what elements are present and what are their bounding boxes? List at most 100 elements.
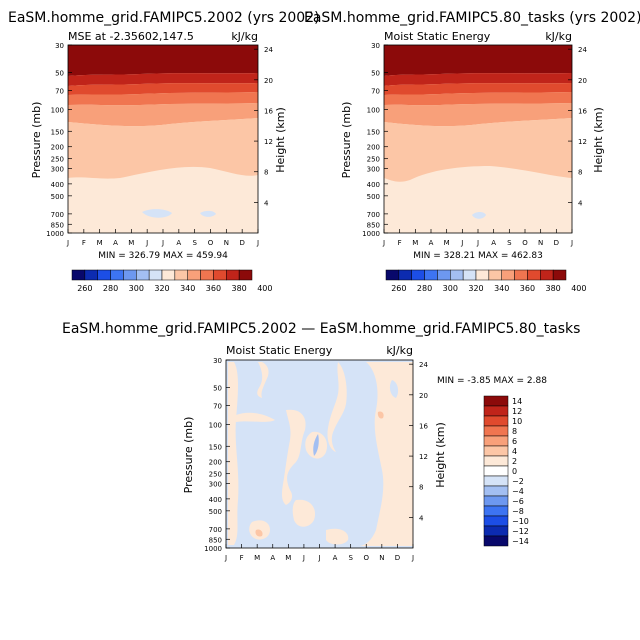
colorbar-label: 380: [546, 284, 561, 293]
colorbar-swatch: [213, 269, 227, 281]
pressure-tick-label: 500: [209, 508, 222, 516]
pressure-tick-label: 1000: [204, 545, 222, 553]
pressure-tick-label: 300: [209, 480, 222, 488]
x-tick-label: O: [363, 554, 369, 562]
colorbar-swatch: [437, 269, 451, 281]
pressure-tick-label: 150: [51, 128, 64, 136]
height-tick-label: 20: [578, 77, 587, 85]
colorbar-label: 260: [391, 284, 406, 293]
x-tick-label: N: [379, 554, 384, 562]
colorbar-swatch: [483, 405, 509, 417]
panel-3-subtitle-right: kJ/kg: [386, 344, 413, 357]
colorbar-swatch: [483, 485, 509, 497]
colorbar-label: 4: [512, 447, 517, 456]
colorbar-swatch: [200, 269, 214, 281]
height-tick-label: 16: [578, 107, 587, 115]
pressure-tick-label: 100: [209, 422, 222, 430]
colorbar-label: 400: [257, 284, 272, 293]
colorbar-label: 280: [417, 284, 432, 293]
pressure-tick-label: 30: [213, 357, 222, 365]
height-tick-label: 4: [419, 514, 424, 522]
height-tick-label: 12: [578, 138, 587, 146]
colorbar-swatch: [123, 269, 137, 281]
pressure-tick-label: 50: [371, 69, 380, 77]
colorbar-label: 260: [77, 284, 92, 293]
panel-2-subtitle-right: kJ/kg: [545, 30, 572, 43]
x-tick-label: M: [444, 239, 450, 247]
x-tick-label: D: [395, 554, 400, 562]
colorbar-label: 12: [512, 407, 522, 416]
x-tick-label: O: [522, 239, 528, 247]
x-tick-label: M: [412, 239, 418, 247]
panel-1-subtitle-right: kJ/kg: [231, 30, 258, 43]
panel-2-colorbar: 260 280 300 320 340 360 380 400: [385, 269, 586, 293]
x-tick-label: A: [270, 554, 275, 562]
x-tick-label: J: [317, 554, 320, 562]
colorbar-label: 2: [512, 457, 517, 466]
colorbar-swatch: [450, 269, 464, 281]
colorbar-swatch: [483, 395, 509, 407]
colorbar-swatch: [483, 515, 509, 527]
panel-2-plot: [383, 44, 573, 234]
x-tick-label: S: [507, 239, 512, 247]
height-tick-label: 8: [419, 484, 423, 492]
x-tick-label: A: [429, 239, 434, 247]
height-tick-label: 12: [264, 138, 273, 146]
panel-2-ylabel: Pressure (mb): [340, 102, 353, 179]
colorbar-label: 280: [103, 284, 118, 293]
pressure-tick-label: 150: [209, 443, 222, 451]
x-tick-label: O: [208, 239, 214, 247]
pressure-tick-label: 200: [51, 144, 64, 152]
colorbar-swatch: [501, 269, 515, 281]
height-tick-label: 20: [264, 77, 273, 85]
pressure-tick-label: 850: [209, 536, 222, 544]
pressure-tick-label: 300: [51, 165, 64, 173]
height-tick-label: 12: [419, 453, 428, 461]
colorbar-swatch: [483, 525, 509, 537]
colorbar-swatch: [136, 269, 150, 281]
colorbar-label: −2: [512, 477, 524, 486]
x-tick-label: J: [382, 239, 385, 247]
colorbar-swatch: [483, 535, 509, 547]
colorbar-swatch: [187, 269, 201, 281]
x-tick-label: S: [192, 239, 197, 247]
colorbar-swatch: [110, 269, 124, 281]
pressure-tick-label: 1000: [362, 230, 380, 238]
pressure-tick-label: 250: [209, 471, 222, 479]
x-tick-label: J: [224, 554, 227, 562]
pressure-tick-label: 30: [55, 42, 64, 50]
x-tick-label: A: [113, 239, 118, 247]
colorbar-swatch: [385, 269, 400, 281]
pressure-tick-label: 50: [55, 69, 64, 77]
colorbar-swatch: [527, 269, 541, 281]
x-tick-label: J: [66, 239, 69, 247]
panel-2-y2label: Height (km): [592, 107, 605, 173]
colorbar-swatch: [238, 269, 253, 281]
x-tick-label: N: [224, 239, 229, 247]
colorbar-label: 320: [154, 284, 169, 293]
x-tick-label: M: [285, 554, 291, 562]
colorbar-label: 6: [512, 437, 517, 446]
x-tick-label: J: [411, 554, 414, 562]
x-tick-label: A: [333, 554, 338, 562]
x-tick-label: S: [348, 554, 353, 562]
colorbar-swatch: [552, 269, 567, 281]
colorbar-swatch: [483, 415, 509, 427]
colorbar-label: −10: [512, 517, 529, 526]
panel-1-plot: [67, 44, 259, 234]
colorbar-label: −12: [512, 527, 529, 536]
height-tick-label: 24: [264, 46, 273, 54]
panel-1: EaSM.homme_grid.FAMIPC5.2002 (yrs 2002) …: [8, 10, 320, 293]
x-tick-label: D: [239, 239, 244, 247]
pressure-tick-label: 30: [371, 42, 380, 50]
panel-2-min-max: MIN = 328.21 MAX = 462.83: [413, 251, 543, 261]
panel-3-ylabel: Pressure (mb): [182, 417, 195, 494]
pressure-tick-label: 400: [367, 181, 380, 189]
colorbar-swatch: [540, 269, 554, 281]
panel-2-subtitle-left: Moist Static Energy: [384, 30, 491, 43]
colorbar-swatch: [483, 495, 509, 507]
pressure-tick-label: 150: [367, 128, 380, 136]
pressure-tick-label: 850: [367, 221, 380, 229]
